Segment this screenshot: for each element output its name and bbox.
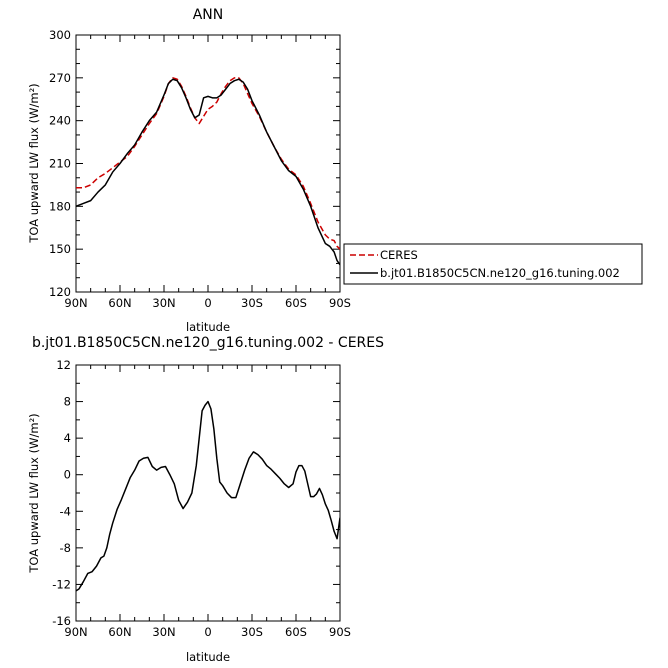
top-y-tick-label: 180	[49, 199, 71, 213]
top-y-tick-label: 210	[49, 157, 71, 171]
top-x-tick-label: 90S	[329, 296, 351, 310]
top-x-tick-label: 60N	[108, 296, 131, 310]
legend-label-model: b.jt01.B1850C5CN.ne120_g16.tuning.002	[380, 266, 620, 280]
top-series-line-1	[76, 78, 340, 266]
top-y-tick-label: 240	[49, 114, 71, 128]
bottom-y-tick-label: -4	[60, 504, 71, 518]
bottom-y-tick-label: 12	[56, 358, 71, 372]
bottom-chart-title: b.jt01.B1850C5CN.ne120_g16.tuning.002 - …	[32, 335, 384, 351]
top-x-tick-label: 60S	[285, 296, 307, 310]
top-y-axis-label: TOA upward LW flux (W/m²)	[27, 83, 41, 243]
bottom-panel: b.jt01.B1850C5CN.ne120_g16.tuning.002 - …	[27, 335, 384, 664]
top-x-axis-label: latitude	[186, 320, 230, 334]
bottom-x-tick-label: 90S	[329, 625, 351, 639]
top-y-tick-label: 150	[49, 242, 71, 256]
top-y-tick-label: 270	[49, 71, 71, 85]
bottom-series-line-0	[76, 400, 340, 592]
bottom-x-axis-label: latitude	[186, 650, 230, 664]
bottom-y-tick-label: -12	[52, 577, 71, 591]
bottom-x-tick-label: 60S	[285, 625, 307, 639]
top-x-tick-label: 0	[204, 296, 211, 310]
bottom-y-tick-label: -16	[52, 614, 71, 628]
top-x-tick-label: 30S	[241, 296, 263, 310]
bottom-plot-area: 90N 60N 30N 0 30S 60S 90S -16 -12 -8 -4 0 4 8 12	[52, 358, 351, 639]
top-y-tick-label: 120	[49, 285, 71, 299]
legend: CERES b.jt01.B1850C5CN.ne120_g16.tuning.…	[343, 243, 643, 285]
bottom-x-tick-label: 30N	[152, 625, 175, 639]
top-y-tick-label: 300	[49, 28, 71, 42]
top-plot-area: 90N 60N 30N 0 30S 60S 90S 120 150 180 210 240 270 300	[49, 28, 351, 310]
bottom-y-tick-label: -8	[60, 541, 71, 555]
top-chart-title: ANN	[193, 7, 224, 23]
bottom-x-tick-label: 90N	[64, 625, 87, 639]
top-series-line-0	[76, 77, 340, 250]
bottom-y-axis-label: TOA upward LW flux (W/m²)	[27, 413, 41, 573]
bottom-y-tick-label: 4	[64, 431, 71, 445]
top-x-tick-label: 90N	[64, 296, 87, 310]
bottom-y-tick-label: 0	[64, 468, 71, 482]
bottom-x-tick-label: 60N	[108, 625, 131, 639]
top-plot-frame	[75, 34, 341, 293]
top-x-tick-label: 30N	[152, 296, 175, 310]
bottom-x-tick-label: 30S	[241, 625, 263, 639]
bottom-y-tick-label: 8	[64, 395, 71, 409]
bottom-x-tick-label: 0	[204, 625, 211, 639]
top-panel: ANN 90N 60N 30N 0 30S 60S 90S 120 150 180 210 240 27…	[27, 7, 643, 334]
legend-label-ceres: CERES	[380, 248, 418, 262]
legend-box	[343, 243, 643, 285]
